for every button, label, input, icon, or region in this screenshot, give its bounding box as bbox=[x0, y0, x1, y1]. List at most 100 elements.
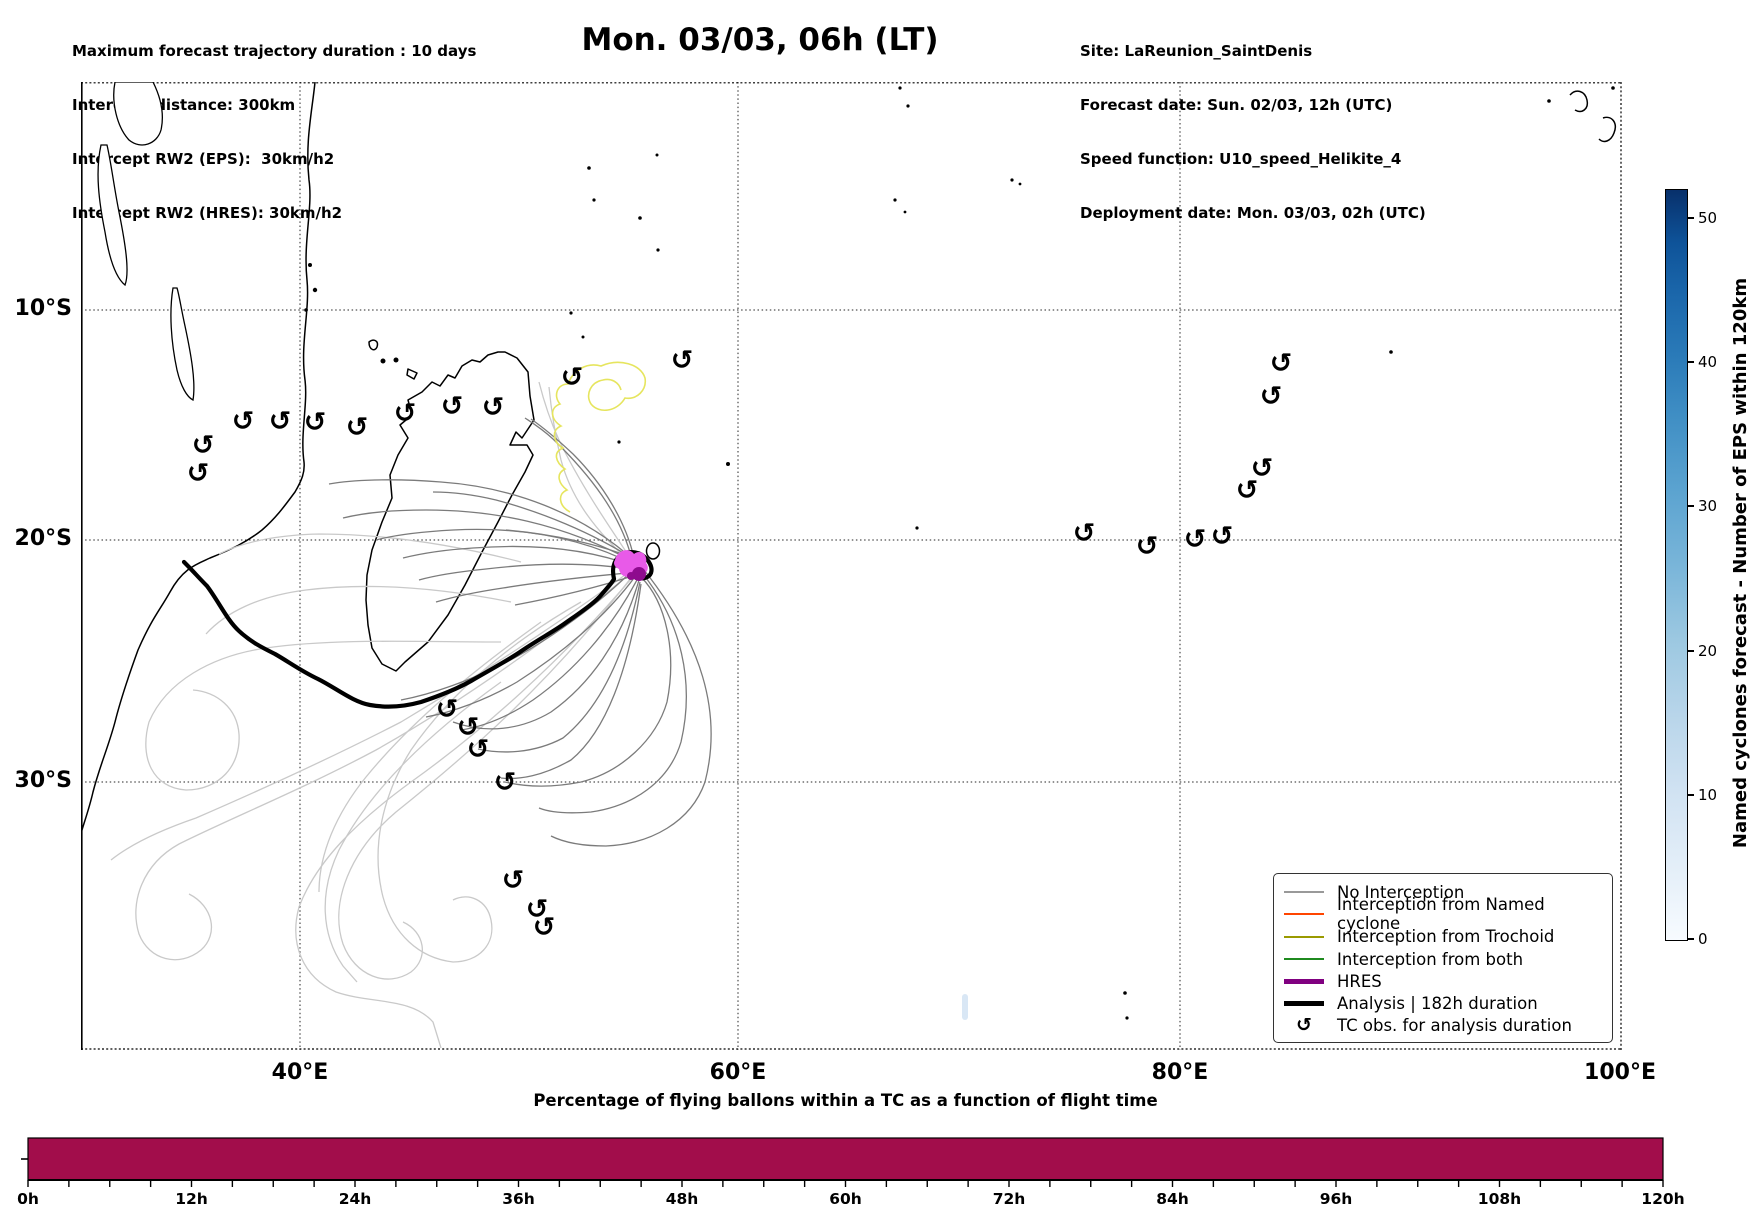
olive-line-swatch bbox=[1284, 935, 1324, 938]
deployment-date-text: Deployment date: Mon. 03/03, 02h (UTC) bbox=[1080, 204, 1426, 222]
colorbar-tick-label: 0 bbox=[1698, 930, 1708, 948]
colorbar-tick-mark bbox=[1688, 793, 1694, 796]
legend-item-trochoid: Interception from Trochoid bbox=[1284, 926, 1602, 948]
colorbar-gradient bbox=[1665, 189, 1688, 941]
bottom-chart: 0h 12h 24h 36h 48h 60h 72h 84h 96h 108h 120h bbox=[17, 1137, 1685, 1208]
legend-item-analysis: Analysis | 182h duration bbox=[1284, 992, 1602, 1014]
bottom-chart-tick-label: 60h bbox=[829, 1190, 862, 1208]
tc-obs-icon: ↺ bbox=[394, 398, 417, 429]
rodrigues-island bbox=[726, 462, 730, 466]
intercept-rw2-eps-text: Intercept RW2 (EPS): 30km/h2 bbox=[72, 150, 335, 168]
bottom-chart-tick-label: 84h bbox=[1156, 1190, 1189, 1208]
tc-obs-icon: ↺ bbox=[304, 407, 327, 438]
lon-label-40e: 40°E bbox=[271, 1060, 329, 1085]
map-legend: No Interception Interception from Named … bbox=[1273, 873, 1613, 1043]
topright-islands bbox=[1569, 90, 1589, 113]
bottom-chart-tick-label: 72h bbox=[993, 1190, 1026, 1208]
bottom-chart-tick-marks bbox=[27, 1180, 1664, 1187]
tc-obs-icon: ↺ bbox=[441, 391, 464, 422]
tc-obs-icon: ↺ bbox=[1296, 1014, 1312, 1037]
gray-line-swatch bbox=[1284, 891, 1324, 894]
colorbar-tick-label: 30 bbox=[1698, 497, 1718, 516]
colorbar-tick-mark bbox=[1688, 505, 1694, 508]
site-info-block: Site: LaReunion_SaintDenis Forecast date… bbox=[1080, 6, 1426, 258]
colorbar-tick-mark bbox=[1688, 938, 1694, 940]
tc-obs-icon: ↺ bbox=[533, 912, 556, 943]
colorbar-tick-label: 20 bbox=[1698, 641, 1718, 660]
tc-obs-icon: ↺ bbox=[561, 362, 584, 393]
small-islands-dots bbox=[893, 86, 1615, 1020]
tc-obs-icon: ↺ bbox=[494, 767, 517, 798]
tc-obs-icon: ↺ bbox=[502, 865, 525, 896]
colorbar-tick-mark bbox=[1688, 649, 1694, 652]
purple-line-swatch bbox=[1284, 978, 1324, 984]
map-frame bbox=[81, 82, 1622, 1050]
colorbar-tick-mark bbox=[1688, 217, 1694, 219]
colorbar-tick-mark bbox=[1688, 361, 1694, 364]
trochoid-trajectory bbox=[551, 361, 647, 513]
legend-item-no-interception: No Interception bbox=[1284, 881, 1602, 903]
map-canvas: ↺ ↺ ↺ ↺ ↺ ↺ ↺ ↺ ↺ ↺ ↺ ↺ ↺ ↺ ↺ ↺ ↺ ↺ ↺ ↺ bbox=[76, 81, 1622, 1050]
tc-obs-icon: ↺ bbox=[1136, 531, 1159, 562]
tc-obs-icon: ↺ bbox=[346, 412, 369, 443]
legend-item-both: Interception from both bbox=[1284, 948, 1602, 970]
max-duration-text: Maximum forecast trajectory duration : 1… bbox=[72, 42, 477, 60]
lake-tanganyika bbox=[97, 144, 128, 287]
lake-victoria bbox=[113, 81, 163, 146]
lon-label-80e: 80°E bbox=[1151, 1060, 1209, 1085]
tc-obs-icon: ↺ bbox=[526, 894, 549, 925]
madagascar-coastline bbox=[365, 351, 535, 672]
bottom-chart-tick-label: 24h bbox=[339, 1190, 372, 1208]
tc-obs-icon: ↺ bbox=[1270, 348, 1293, 379]
bottom-chart-tick-label: 0h bbox=[17, 1190, 39, 1208]
colorbar-tick-label: 40 bbox=[1698, 353, 1718, 372]
edge-artifact bbox=[962, 994, 968, 1020]
site-text: Site: LaReunion_SaintDenis bbox=[1080, 42, 1313, 60]
tc-obs-icon: ↺ bbox=[457, 712, 480, 743]
tc-obs-icon: ↺ bbox=[1184, 524, 1207, 555]
legend-item-tc-obs: ↺ TC obs. for analysis duration bbox=[1284, 1015, 1602, 1037]
legend-item-named-cyclone: Interception from Named cyclone bbox=[1284, 895, 1602, 933]
bottom-chart-tick-label: 120h bbox=[1641, 1190, 1684, 1208]
hres-start-cluster bbox=[614, 550, 648, 581]
bottom-chart-tick-label: 12h bbox=[175, 1190, 208, 1208]
bottom-chart-tick-label: 96h bbox=[1320, 1190, 1353, 1208]
tc-obs-icon: ↺ bbox=[671, 345, 694, 376]
green-line-swatch bbox=[1284, 958, 1324, 961]
legend-item-hres: HRES bbox=[1284, 970, 1602, 992]
lon-label-60e: 60°E bbox=[709, 1060, 767, 1085]
black-line-swatch bbox=[1284, 1001, 1324, 1007]
tc-obs-icon: ↺ bbox=[269, 406, 292, 437]
trajectories-dark-gray bbox=[328, 417, 712, 847]
coastlines bbox=[76, 81, 1616, 1020]
tc-obs-icon: ↺ bbox=[436, 694, 459, 725]
tc-observation-symbols: ↺ ↺ ↺ ↺ ↺ ↺ ↺ ↺ ↺ ↺ ↺ ↺ ↺ ↺ ↺ ↺ ↺ ↺ ↺ ↺ bbox=[187, 345, 1293, 943]
bottom-chart-title: Percentage of flying ballons within a TC… bbox=[533, 1091, 1158, 1110]
africa-coastline bbox=[76, 81, 316, 849]
bottom-chart-tick-label: 48h bbox=[666, 1190, 699, 1208]
trajectory-map: ↺ ↺ ↺ ↺ ↺ ↺ ↺ ↺ ↺ ↺ ↺ ↺ ↺ ↺ ↺ ↺ ↺ ↺ ↺ ↺ bbox=[76, 81, 1622, 1050]
colorbar-tick-label: 10 bbox=[1698, 785, 1718, 804]
tc-obs-icon: ↺ bbox=[1211, 521, 1234, 552]
bottom-chart-tick-label: 36h bbox=[502, 1190, 535, 1208]
tc-obs-icon: ↺ bbox=[1236, 475, 1259, 506]
orange-line-swatch bbox=[1284, 913, 1324, 916]
intercept-rw2-hres-text: Intercept RW2 (HRES): 30km/h2 bbox=[72, 204, 343, 222]
tc-obs-icon: ↺ bbox=[1251, 453, 1274, 484]
bottom-chart-tick-label: 108h bbox=[1478, 1190, 1521, 1208]
colorbar-label: Named cyclones forecast - Number of EPS … bbox=[1730, 277, 1751, 849]
lat-label-30s: 30°S bbox=[14, 768, 72, 793]
tc-obs-icon: ↺ bbox=[187, 458, 210, 489]
page-title: Mon. 03/03, 06h (LT) bbox=[581, 22, 939, 58]
tc-obs-icon: ↺ bbox=[192, 430, 215, 461]
mauritius-island bbox=[645, 542, 661, 560]
tc-obs-icon: ↺ bbox=[232, 406, 255, 437]
lake-malawi bbox=[170, 287, 195, 401]
speed-function-text: Speed function: U10_speed_Helikite_4 bbox=[1080, 150, 1402, 168]
graticule-gridlines bbox=[81, 82, 1622, 1050]
lon-label-100e: 100°E bbox=[1584, 1060, 1656, 1085]
lat-label-10s: 10°S bbox=[14, 296, 72, 321]
comoros-islands bbox=[368, 339, 379, 351]
balloon-percentage-bar bbox=[27, 1137, 1664, 1181]
